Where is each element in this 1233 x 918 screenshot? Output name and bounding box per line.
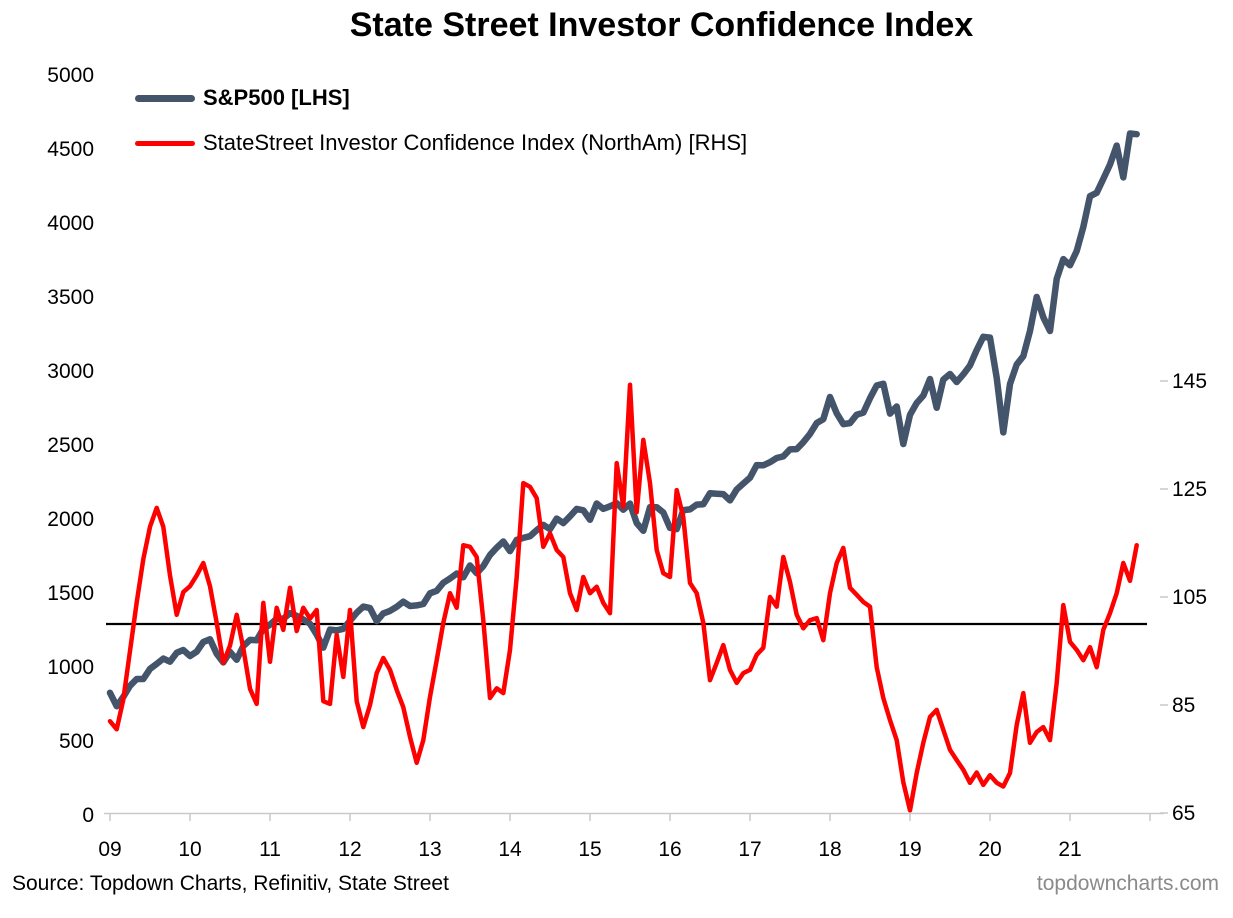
y-left-tick-label: 1000 [47, 656, 94, 679]
legend: S&P500 [LHS] StateStreet Investor Confid… [135, 85, 748, 176]
x-tick-label: 19 [898, 838, 922, 861]
x-tick-label: 15 [578, 838, 602, 861]
source-note: Source: Topdown Charts, Refinitiv, State… [12, 872, 449, 895]
x-tick-label: 12 [338, 838, 362, 861]
y-right-tick-label: 145 [1172, 370, 1208, 393]
x-tick-label: 09 [98, 838, 122, 861]
y-right-tick-label: 85 [1172, 694, 1196, 717]
x-tick-label: 13 [418, 838, 442, 861]
x-tick-label: 18 [818, 838, 842, 861]
y-right-tick-label: 65 [1172, 802, 1196, 825]
x-tick-label: 10 [178, 838, 202, 861]
legend-item-ici: StateStreet Investor Confidence Index (N… [135, 130, 748, 155]
y-right-tick-label: 125 [1172, 478, 1208, 501]
ici-line [107, 382, 1139, 813]
y-left-tick-label: 2500 [47, 434, 94, 457]
x-tick-label: 21 [1058, 838, 1082, 861]
y-left-tick-label: 3500 [47, 286, 94, 309]
ici-line-swatch [135, 140, 195, 146]
x-tick-label: 16 [658, 838, 682, 861]
legend-label-sp500: S&P500 [LHS] [203, 85, 350, 110]
x-tick-label: 11 [259, 838, 281, 861]
y-left-tick-label: 2000 [47, 508, 94, 531]
y-left-tick-label: 4500 [47, 138, 94, 161]
y-left-tick-label: 500 [58, 730, 94, 753]
x-tick-label: 17 [738, 838, 762, 861]
legend-label-ici: StateStreet Investor Confidence Index (N… [203, 130, 748, 155]
x-tick-label: 14 [498, 838, 522, 861]
watermark: topdowncharts.com [1036, 872, 1219, 895]
y-left-tick-label: 0 [82, 804, 94, 827]
x-tick-label: 20 [978, 838, 1002, 861]
y-left-tick-label: 5000 [47, 64, 94, 87]
y-left-tick-label: 3000 [47, 360, 94, 383]
y-right-tick-label: 105 [1172, 586, 1208, 609]
y-left-tick-label: 4000 [47, 212, 94, 235]
y-left-tick-label: 1500 [47, 582, 94, 605]
chart-title: State Street Investor Confidence Index [349, 6, 974, 44]
legend-item-sp500: S&P500 [LHS] [135, 85, 747, 110]
sp500-line-swatch [135, 94, 195, 102]
